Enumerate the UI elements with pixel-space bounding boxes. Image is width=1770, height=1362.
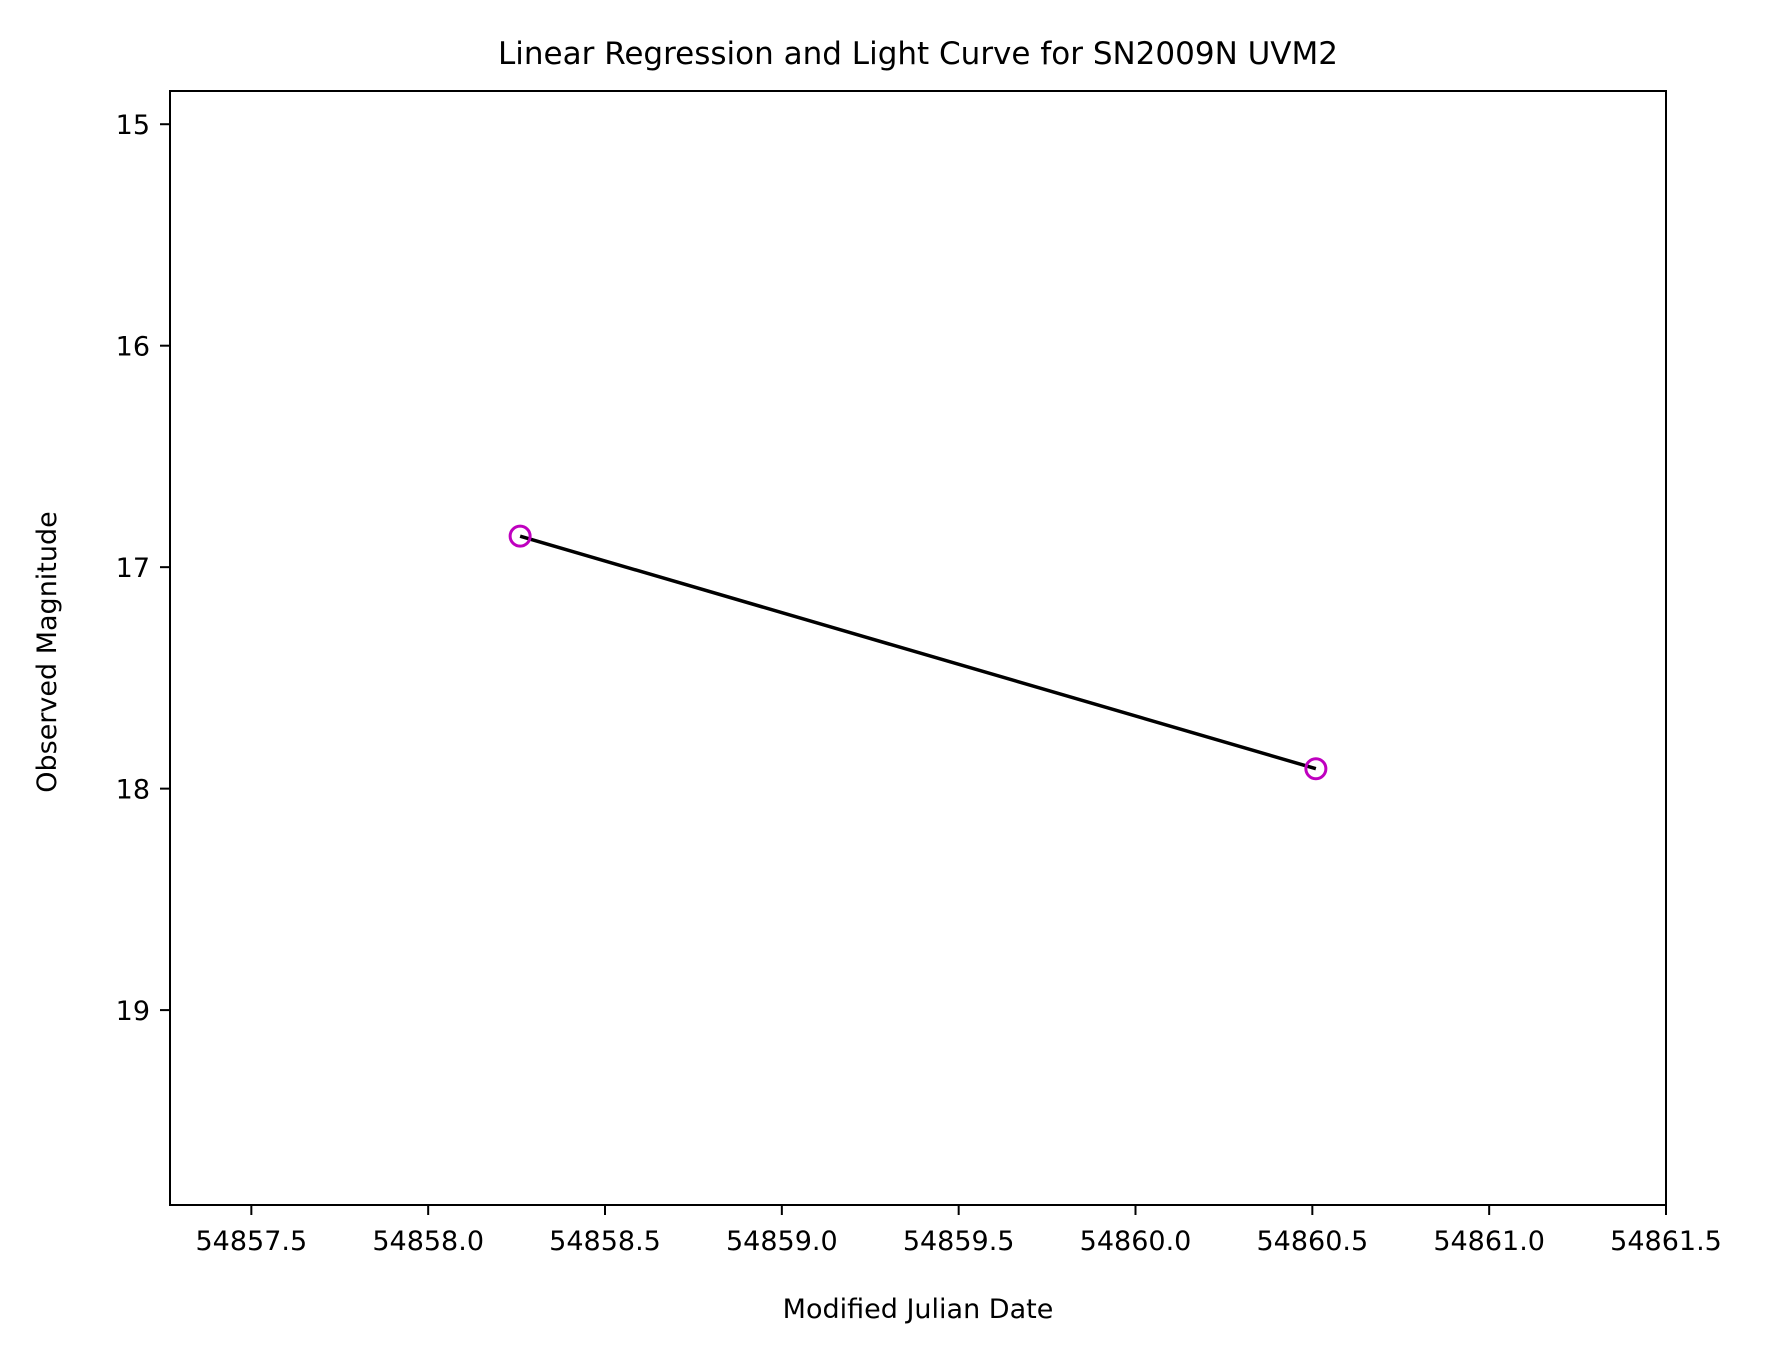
x-tick-label: 54861.5 (1610, 1226, 1722, 1257)
x-tick-label: 54859.0 (726, 1226, 838, 1257)
y-axis-label: Observed Magnitude (32, 511, 63, 793)
chart-title: Linear Regression and Light Curve for SN… (498, 36, 1338, 72)
x-tick-label: 54857.5 (196, 1226, 308, 1257)
y-tick-label: 16 (116, 332, 150, 363)
y-tick-label: 18 (116, 775, 150, 806)
x-tick-label: 54858.0 (372, 1226, 484, 1257)
data-point (1304, 757, 1328, 781)
plot-area (508, 524, 1328, 781)
x-tick-label: 54859.5 (903, 1226, 1015, 1257)
x-axis-label: Modified Julian Date (783, 1294, 1054, 1325)
y-tick-label: 17 (116, 553, 150, 584)
plot-frame (169, 90, 1667, 1206)
data-point (508, 524, 532, 548)
x-tick-label: 54858.5 (549, 1226, 661, 1257)
regression-line (519, 534, 1317, 771)
y-tick-label: 15 (116, 110, 150, 141)
x-tick-label: 54860.5 (1257, 1226, 1369, 1257)
x-tick-label: 54861.0 (1433, 1226, 1545, 1257)
y-tick-label: 19 (116, 996, 150, 1027)
x-tick-label: 54860.0 (1080, 1226, 1192, 1257)
